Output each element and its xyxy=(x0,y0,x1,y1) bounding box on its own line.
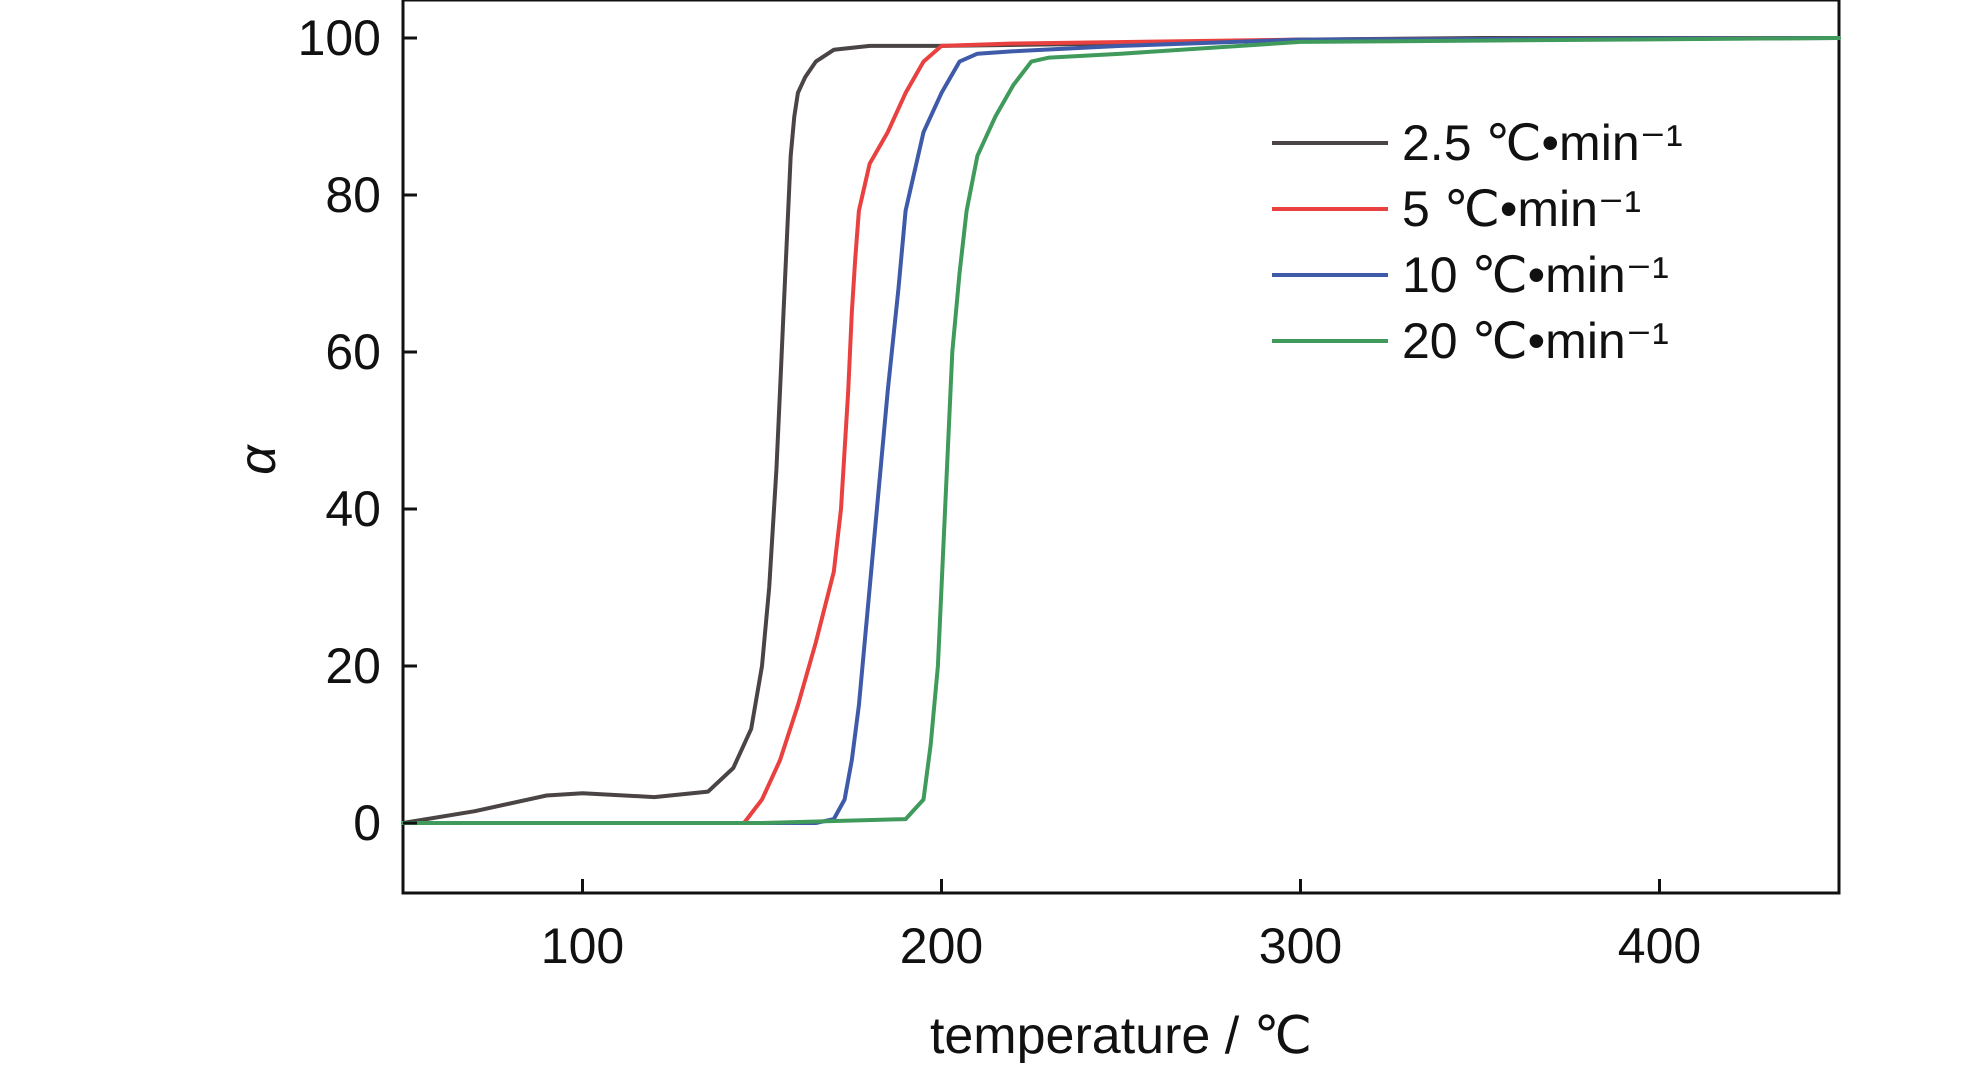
y-tick-label: 100 xyxy=(298,10,381,66)
y-axis-title: α xyxy=(229,444,287,475)
x-tick-label: 200 xyxy=(900,918,983,974)
x-tick-label: 100 xyxy=(541,918,624,974)
y-tick-label: 20 xyxy=(325,638,381,694)
legend: 2.5 ℃•min⁻¹ 5 ℃•min⁻¹ 10 ℃•min⁻¹ 20 ℃•min⁻¹ xyxy=(1272,115,1683,369)
legend-label-1: 2.5 ℃•min⁻¹ xyxy=(1402,115,1683,171)
x-ticks: 100 200 300 400 xyxy=(541,879,1701,974)
x-axis-title: temperature / ℃ xyxy=(930,1007,1312,1063)
y-tick-label: 80 xyxy=(325,167,381,223)
x-tick-label: 400 xyxy=(1618,918,1701,974)
series-line-1 xyxy=(401,36,1841,825)
series-line-2 xyxy=(401,36,1841,825)
y-ticks: 0 20 40 60 80 100 xyxy=(298,10,417,851)
legend-label-4: 20 ℃•min⁻¹ xyxy=(1402,313,1669,369)
legend-label-2: 5 ℃•min⁻¹ xyxy=(1402,181,1641,237)
y-tick-label: 60 xyxy=(325,324,381,380)
series-layer xyxy=(401,36,1841,825)
x-tick-label: 300 xyxy=(1259,918,1342,974)
y-tick-label: 0 xyxy=(353,795,381,851)
series-line-4 xyxy=(401,36,1841,825)
y-tick-label: 40 xyxy=(325,481,381,537)
legend-label-3: 10 ℃•min⁻¹ xyxy=(1402,247,1669,303)
plot-frame xyxy=(401,0,1841,895)
